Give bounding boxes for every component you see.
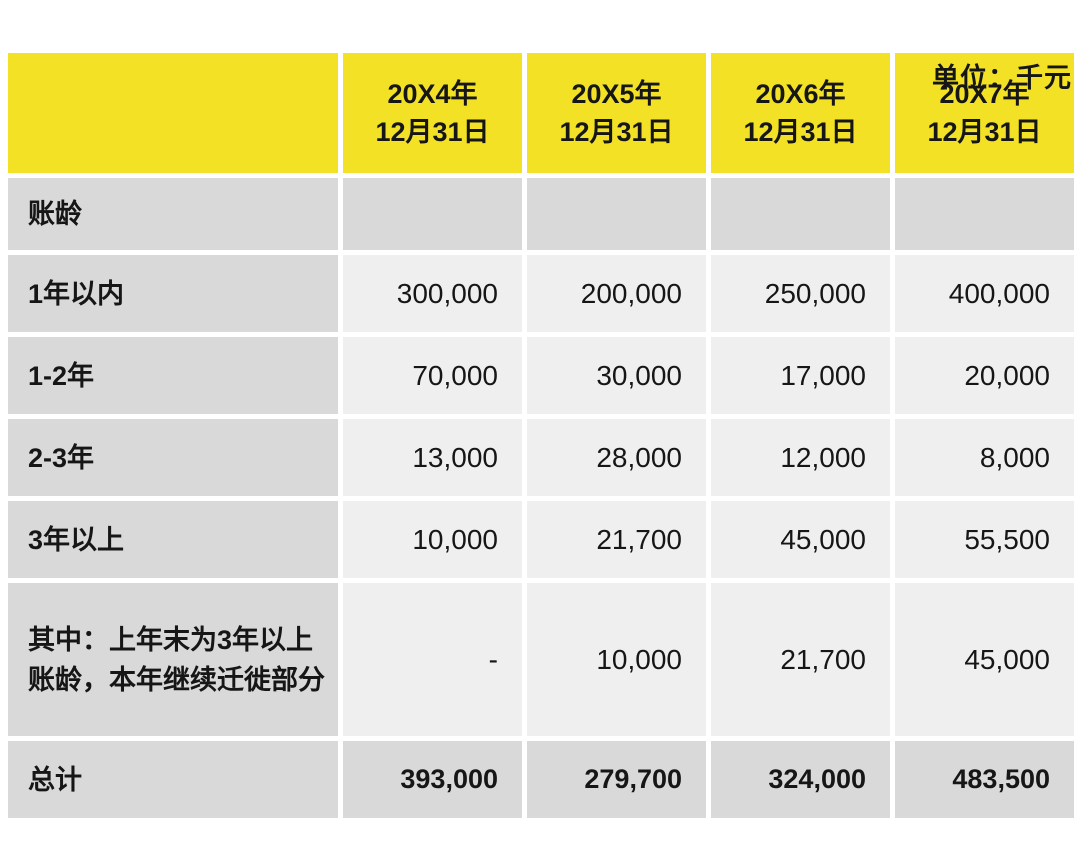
column-header-year: 20X4年	[387, 79, 478, 109]
table-cell: 200,000	[527, 255, 706, 332]
table-cell: 28,000	[527, 419, 706, 496]
column-header-date: 12月31日	[743, 117, 858, 147]
table-cell: 300,000	[343, 255, 522, 332]
table-cell: 45,000	[711, 501, 890, 578]
table-cell: 279,700	[527, 741, 706, 818]
table-row-total: 总计 393,000 279,700 324,000 483,500	[8, 741, 1074, 818]
table-cell: -	[343, 583, 522, 736]
table-cell: 10,000	[527, 583, 706, 736]
row-label: 1年以内	[8, 255, 338, 332]
row-label: 2-3年	[8, 419, 338, 496]
table-cell: 250,000	[711, 255, 890, 332]
table-cell: 70,000	[343, 337, 522, 414]
table-cell: 12,000	[711, 419, 890, 496]
table-cell: 13,000	[343, 419, 522, 496]
table-row-1-2-years: 1-2年 70,000 30,000 17,000 20,000	[8, 337, 1074, 414]
row-label: 3年以上	[8, 501, 338, 578]
column-header-20x6: 20X6年 12月31日	[711, 53, 890, 173]
table-cell: 55,500	[895, 501, 1074, 578]
column-header-20x4: 20X4年 12月31日	[343, 53, 522, 173]
row-label: 账龄	[8, 178, 338, 250]
column-header-20x5: 20X5年 12月31日	[527, 53, 706, 173]
table-cell: 393,000	[343, 741, 522, 818]
table-row-within-1-year: 1年以内 300,000 200,000 250,000 400,000	[8, 255, 1074, 332]
column-header-year: 20X7年	[939, 79, 1030, 109]
table-cell: 20,000	[895, 337, 1074, 414]
table-cell: 45,000	[895, 583, 1074, 736]
column-header-date: 12月31日	[375, 117, 490, 147]
corner-cell	[8, 53, 338, 173]
row-label: 总计	[8, 741, 338, 818]
table-cell	[895, 178, 1074, 250]
table-cell	[527, 178, 706, 250]
header-row: 20X4年 12月31日 20X5年 12月31日 20X6年 12月31日 2…	[8, 53, 1074, 173]
unit-label: 单位：千元	[932, 63, 1072, 93]
table-cell	[711, 178, 890, 250]
column-header-year: 20X5年	[571, 79, 662, 109]
table-row-migrated-portion: 其中：上年末为3年以上账龄，本年继续迁徙部分 - 10,000 21,700 4…	[8, 583, 1074, 736]
table-row-over-3-years: 3年以上 10,000 21,700 45,000 55,500	[8, 501, 1074, 578]
column-header-20x7: 20X7年 12月31日	[895, 53, 1074, 173]
column-header-year: 20X6年	[755, 79, 846, 109]
row-label: 其中：上年末为3年以上账龄，本年继续迁徙部分	[8, 583, 338, 736]
table-cell: 30,000	[527, 337, 706, 414]
table-cell: 17,000	[711, 337, 890, 414]
table-cell: 10,000	[343, 501, 522, 578]
column-header-date: 12月31日	[927, 117, 1042, 147]
column-header-date: 12月31日	[559, 117, 674, 147]
table-row-2-3-years: 2-3年 13,000 28,000 12,000 8,000	[8, 419, 1074, 496]
table-cell	[343, 178, 522, 250]
table-cell: 400,000	[895, 255, 1074, 332]
table-cell: 21,700	[527, 501, 706, 578]
row-label: 1-2年	[8, 337, 338, 414]
table-cell: 483,500	[895, 741, 1074, 818]
table-cell: 324,000	[711, 741, 890, 818]
aging-analysis-table: 20X4年 12月31日 20X5年 12月31日 20X6年 12月31日 2…	[3, 48, 1079, 823]
table-row-aging-section: 账龄	[8, 178, 1074, 250]
table-cell: 21,700	[711, 583, 890, 736]
table-cell: 8,000	[895, 419, 1074, 496]
